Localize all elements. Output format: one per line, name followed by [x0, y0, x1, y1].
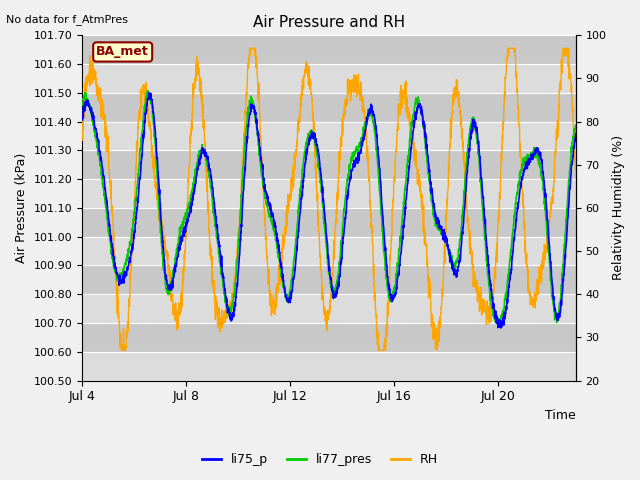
Bar	[82, 323, 576, 352]
Y-axis label: Relativity Humidity (%): Relativity Humidity (%)	[612, 135, 625, 280]
Y-axis label: Air Pressure (kPa): Air Pressure (kPa)	[15, 153, 28, 263]
Text: No data for f_AtmPres: No data for f_AtmPres	[6, 14, 129, 25]
Bar	[82, 208, 576, 237]
Bar	[82, 64, 576, 93]
Bar	[82, 352, 576, 381]
Bar	[82, 150, 576, 179]
X-axis label: Time: Time	[545, 409, 576, 422]
Text: BA_met: BA_met	[96, 46, 149, 59]
Bar	[82, 36, 576, 64]
Bar	[82, 93, 576, 121]
Bar	[82, 237, 576, 265]
Bar	[82, 121, 576, 150]
Title: Air Pressure and RH: Air Pressure and RH	[253, 15, 405, 30]
Bar	[82, 294, 576, 323]
Bar	[82, 179, 576, 208]
Legend: li75_p, li77_pres, RH: li75_p, li77_pres, RH	[197, 448, 443, 471]
Bar	[82, 265, 576, 294]
